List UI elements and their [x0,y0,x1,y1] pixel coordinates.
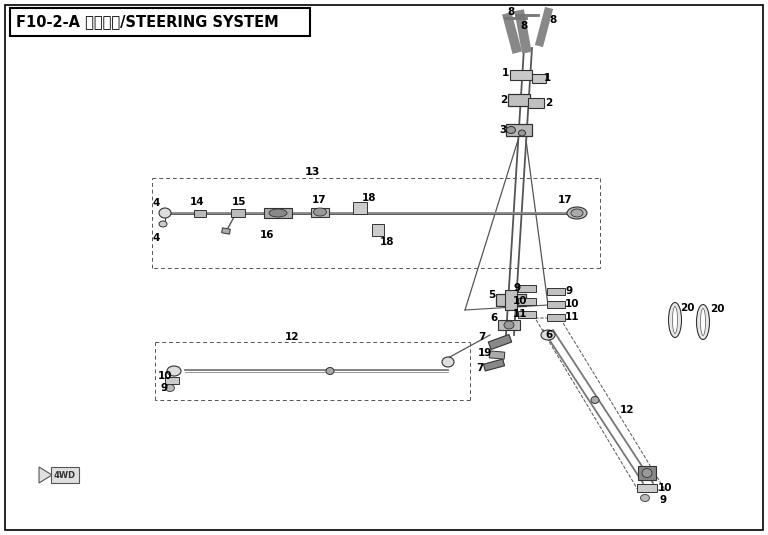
Text: 8: 8 [520,21,528,31]
Polygon shape [39,467,52,483]
Bar [483,359,505,371]
Text: F10-2-A 转向系统/STEERING SYSTEM: F10-2-A 转向系统/STEERING SYSTEM [16,14,279,29]
Bar [638,466,656,480]
Ellipse shape [641,494,650,501]
Bar [547,301,565,308]
Ellipse shape [159,221,167,227]
Ellipse shape [269,209,287,217]
Bar [506,124,532,136]
Bar [547,287,565,294]
Text: 6: 6 [490,313,497,323]
Text: 11: 11 [513,309,528,319]
Text: 10: 10 [158,371,173,381]
Bar [372,224,384,236]
Bar [508,94,530,106]
Bar [496,294,526,306]
Bar [532,73,546,82]
Ellipse shape [507,126,515,134]
Bar [518,297,536,304]
Ellipse shape [165,385,174,392]
Text: 6: 6 [545,330,552,340]
Text: 15: 15 [232,197,247,207]
Text: 5: 5 [488,290,495,300]
Text: 19: 19 [478,348,492,358]
Bar [498,320,520,330]
Text: 16: 16 [260,230,274,240]
Ellipse shape [567,207,587,219]
Bar [510,70,532,80]
Text: 7: 7 [478,332,485,342]
Ellipse shape [642,469,652,478]
Text: 4: 4 [152,233,160,243]
Ellipse shape [668,302,681,338]
Text: 20: 20 [710,304,724,314]
Bar [264,208,292,218]
Text: 10: 10 [565,299,580,309]
Text: 11: 11 [565,312,580,322]
Bar [488,334,511,349]
Bar [489,351,505,359]
Text: 12: 12 [285,332,300,342]
Text: 10: 10 [658,483,673,493]
Bar [528,98,544,108]
Ellipse shape [571,209,583,217]
Text: 9: 9 [160,383,167,393]
Text: 18: 18 [380,237,395,247]
Bar [518,310,536,317]
Text: 8: 8 [549,15,556,25]
Text: 12: 12 [620,405,634,415]
Text: 10: 10 [513,296,528,306]
Ellipse shape [697,304,710,340]
Text: 9: 9 [513,283,520,293]
Ellipse shape [159,208,171,218]
Bar [194,210,206,217]
Bar [231,209,245,217]
Ellipse shape [591,396,599,403]
Ellipse shape [673,307,677,333]
Ellipse shape [518,130,525,136]
Text: 2: 2 [500,95,507,105]
Bar [311,208,329,217]
Text: 20: 20 [680,303,694,313]
Ellipse shape [541,330,555,340]
Text: 8: 8 [507,7,515,17]
Text: 9: 9 [660,495,667,505]
Bar [222,228,230,234]
Ellipse shape [700,309,706,335]
Text: 7: 7 [476,363,483,373]
Ellipse shape [504,321,514,329]
Bar [51,467,79,483]
Text: 3: 3 [499,125,506,135]
Bar [10,8,310,36]
Text: 14: 14 [190,197,204,207]
Text: 17: 17 [558,195,573,205]
Text: 13: 13 [305,167,320,177]
Ellipse shape [326,368,334,374]
Bar [518,285,536,292]
Ellipse shape [167,366,181,376]
Ellipse shape [442,357,454,367]
Text: 1: 1 [502,68,509,78]
Text: 18: 18 [362,193,376,203]
Bar [165,377,179,384]
Ellipse shape [313,208,326,216]
Text: 9: 9 [565,286,572,296]
Text: 17: 17 [312,195,326,205]
Text: 1: 1 [544,73,551,83]
Bar [505,290,517,310]
Bar [353,202,367,214]
Bar [547,314,565,320]
Bar [637,484,657,492]
Text: 2: 2 [545,98,552,108]
Text: 4: 4 [152,198,160,208]
Text: 4WD: 4WD [54,470,76,479]
